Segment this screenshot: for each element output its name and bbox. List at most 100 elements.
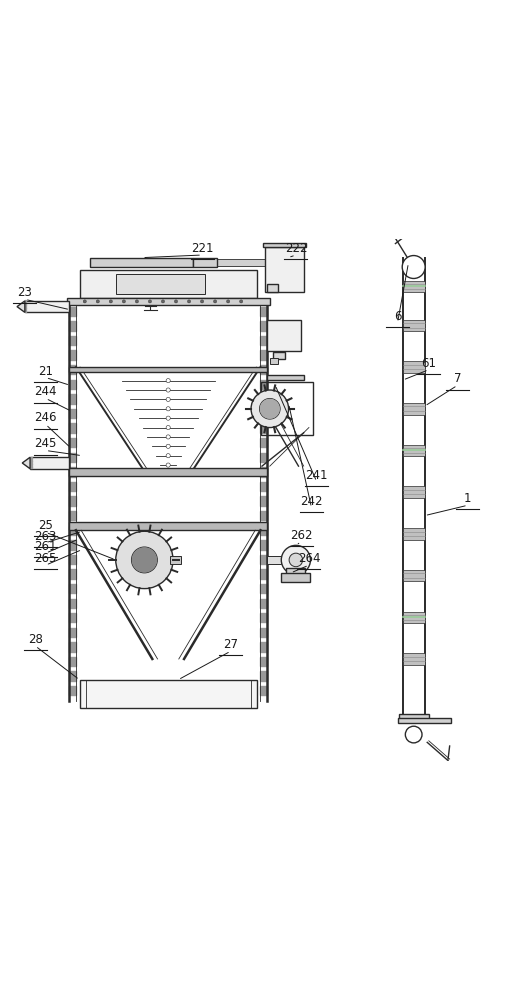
Bar [403, 528, 424, 540]
Bar [281, 573, 311, 582]
Polygon shape [69, 671, 76, 681]
Bar [267, 284, 278, 292]
Polygon shape [260, 526, 267, 535]
Polygon shape [260, 336, 267, 345]
Text: 264: 264 [298, 552, 320, 565]
Polygon shape [260, 584, 267, 593]
Text: 263: 263 [35, 530, 57, 543]
Bar [69, 522, 267, 530]
Polygon shape [69, 409, 76, 418]
Bar [80, 270, 257, 298]
Circle shape [406, 726, 422, 743]
Bar [398, 718, 451, 723]
Circle shape [166, 397, 170, 401]
Bar [287, 568, 305, 575]
Polygon shape [260, 399, 279, 418]
Polygon shape [69, 686, 76, 695]
Bar [170, 556, 181, 564]
Circle shape [188, 300, 191, 303]
Bar [261, 382, 313, 435]
Text: 245: 245 [35, 437, 57, 450]
Polygon shape [260, 613, 267, 622]
Polygon shape [260, 671, 267, 681]
Polygon shape [69, 394, 76, 404]
Text: 262: 262 [290, 529, 312, 542]
Text: 1: 1 [464, 492, 472, 505]
Polygon shape [25, 307, 26, 309]
Circle shape [110, 300, 113, 303]
Polygon shape [260, 657, 267, 666]
Polygon shape [260, 321, 267, 331]
Polygon shape [260, 350, 267, 360]
Text: 221: 221 [191, 242, 213, 255]
Polygon shape [30, 463, 31, 465]
Circle shape [281, 545, 311, 575]
Polygon shape [260, 628, 267, 637]
Bar [403, 403, 424, 415]
Bar [217, 259, 265, 266]
Bar [403, 361, 424, 373]
Polygon shape [69, 540, 76, 550]
Bar [267, 320, 301, 351]
Bar [274, 352, 285, 359]
Polygon shape [260, 409, 267, 418]
Text: 241: 241 [305, 469, 328, 482]
Polygon shape [260, 438, 267, 447]
Bar [267, 375, 304, 380]
Polygon shape [69, 496, 76, 506]
Text: 21: 21 [38, 365, 53, 378]
Text: 28: 28 [28, 633, 42, 646]
Polygon shape [260, 423, 267, 433]
Polygon shape [69, 555, 76, 564]
Text: 61: 61 [421, 357, 436, 370]
Circle shape [226, 300, 230, 303]
Polygon shape [260, 307, 267, 316]
Polygon shape [69, 423, 76, 433]
Circle shape [161, 300, 165, 303]
Bar [403, 281, 424, 292]
Circle shape [402, 256, 425, 278]
Circle shape [166, 379, 170, 383]
Circle shape [166, 463, 170, 467]
Text: 6: 6 [394, 310, 401, 323]
Text: 222: 222 [285, 242, 307, 255]
Polygon shape [69, 482, 76, 491]
Bar [116, 274, 205, 294]
Bar [403, 612, 424, 623]
Polygon shape [30, 466, 31, 468]
Circle shape [135, 300, 138, 303]
Polygon shape [260, 511, 267, 520]
Bar [403, 445, 424, 456]
Text: 246: 246 [35, 411, 57, 424]
Text: 23: 23 [17, 286, 32, 299]
Polygon shape [17, 301, 25, 312]
Circle shape [116, 531, 173, 589]
Bar [69, 367, 267, 372]
Circle shape [96, 300, 100, 303]
Polygon shape [69, 365, 76, 374]
Text: 27: 27 [223, 638, 238, 651]
Bar [267, 556, 281, 564]
Polygon shape [69, 321, 76, 331]
Polygon shape [69, 613, 76, 622]
Bar [403, 320, 424, 331]
Polygon shape [260, 496, 267, 506]
Polygon shape [260, 599, 267, 608]
Text: 25: 25 [38, 519, 53, 532]
Polygon shape [22, 457, 30, 469]
Polygon shape [260, 453, 267, 462]
Polygon shape [30, 460, 31, 462]
Text: 242: 242 [300, 495, 323, 508]
Polygon shape [69, 569, 76, 579]
Circle shape [148, 300, 151, 303]
Polygon shape [69, 438, 76, 447]
Bar [67, 298, 270, 305]
Polygon shape [69, 336, 76, 345]
Polygon shape [260, 540, 267, 550]
Polygon shape [69, 511, 76, 520]
Polygon shape [30, 457, 31, 459]
Polygon shape [69, 380, 76, 389]
Circle shape [83, 300, 86, 303]
Circle shape [174, 300, 178, 303]
Bar [270, 358, 278, 364]
